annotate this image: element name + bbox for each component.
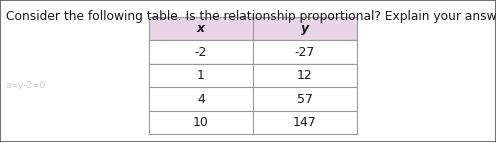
Text: -2: -2 [195,46,207,59]
Text: y: y [301,22,309,35]
Bar [149,111,357,134]
Text: 1: 1 [197,69,205,82]
Text: a=y-2=0: a=y-2=0 [6,81,46,90]
Bar [149,87,357,111]
Text: 57: 57 [297,93,313,106]
Bar [149,40,357,64]
Text: 4: 4 [197,93,205,106]
Bar [149,17,357,40]
Text: 147: 147 [293,116,317,129]
Text: -27: -27 [295,46,315,59]
Text: 10: 10 [193,116,209,129]
Text: Consider the following table. Is the relationship proportional? Explain your ans: Consider the following table. Is the rel… [6,10,496,23]
Bar [149,64,357,87]
Text: 12: 12 [297,69,313,82]
Text: x: x [197,22,205,35]
